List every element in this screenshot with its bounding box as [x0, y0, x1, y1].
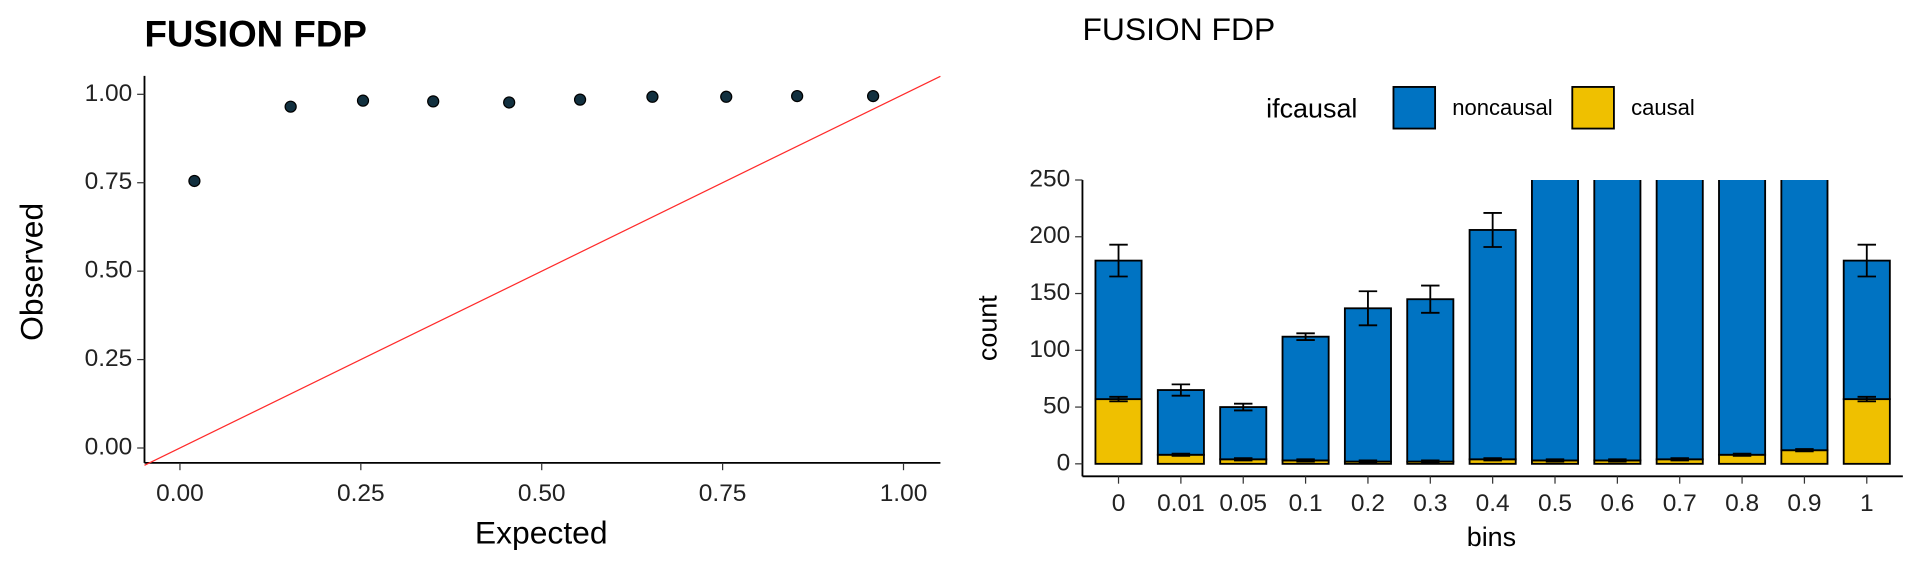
- error-bar: [1234, 402, 1253, 412]
- x-tick-label: 0.6: [1600, 490, 1634, 517]
- point: [791, 89, 804, 103]
- error-bar: [1171, 452, 1191, 457]
- x-tick-label: 0.3: [1413, 490, 1447, 517]
- chart-title: FUSION FDP: [1082, 11, 1275, 47]
- bar-segment: [1531, 180, 1579, 462]
- error-bar: [1109, 243, 1128, 278]
- bar-segment: [1281, 335, 1330, 462]
- error-bar: [1234, 457, 1253, 462]
- point: [573, 93, 587, 106]
- point: [720, 90, 733, 103]
- bar-segment: [1156, 389, 1205, 456]
- error-bar: [1608, 458, 1627, 463]
- bar-segment: [1780, 180, 1829, 452]
- error-bar: [1545, 458, 1565, 463]
- error-bar: [1421, 284, 1440, 314]
- error-bar: [1795, 448, 1814, 453]
- error-bar: [1857, 243, 1877, 278]
- bar-segment: [1343, 307, 1392, 463]
- y-axis-title: Observed: [14, 203, 50, 341]
- legend-title: ifcausal: [1266, 93, 1357, 123]
- error-bar: [1358, 290, 1378, 327]
- x-tick-label: 0.4: [1476, 490, 1510, 517]
- y-tick-label: 0.75: [85, 168, 133, 195]
- error-bar: [1670, 457, 1689, 462]
- bar-segment: [1468, 229, 1517, 461]
- x-tick-label: 1.00: [880, 480, 928, 507]
- bar-segment: [1842, 398, 1891, 465]
- y-tick-label: 0.25: [85, 345, 133, 372]
- x-tick-label: 0.05: [1219, 490, 1267, 517]
- bar-segment: [1406, 298, 1455, 463]
- error-bar: [1171, 383, 1191, 397]
- point: [284, 100, 297, 113]
- x-tick-label: 0.25: [337, 480, 385, 507]
- error-bar: [1732, 452, 1752, 457]
- x-tick-label: 0: [1112, 490, 1126, 517]
- error-bar: [1421, 459, 1440, 464]
- point: [646, 90, 659, 103]
- legend-key: [1392, 86, 1437, 130]
- y-tick-label: 0.50: [85, 257, 133, 284]
- x-tick-label: 0.2: [1351, 490, 1385, 517]
- legend-label: causal: [1631, 95, 1695, 120]
- bar-segment: [1219, 406, 1268, 461]
- x-tick-label: 0.50: [518, 480, 566, 507]
- bar-segment: [1718, 180, 1767, 456]
- error-bar: [1109, 395, 1128, 403]
- x-tick-label: 0.7: [1663, 490, 1697, 517]
- x-tick-label: 1: [1860, 490, 1874, 517]
- y-tick-label: 0: [1057, 449, 1071, 476]
- x-tick-label: 0.75: [699, 480, 747, 507]
- x-tick-label: 0.01: [1157, 490, 1205, 517]
- legend-label: noncausal: [1452, 95, 1552, 120]
- y-tick-label: 1.00: [85, 80, 133, 107]
- error-bar: [1483, 457, 1502, 462]
- chart-title: FUSION FDP: [144, 13, 366, 54]
- bar-segment: [1094, 259, 1143, 401]
- x-tick-label: 0.5: [1538, 490, 1572, 517]
- point: [188, 174, 201, 188]
- x-tick-label: 0.1: [1289, 490, 1323, 517]
- legend-key: [1571, 86, 1615, 130]
- point: [356, 94, 370, 107]
- plot-area: [1094, 47, 1891, 465]
- y-tick-label: 200: [1029, 222, 1070, 249]
- bar-segment: [1655, 180, 1704, 461]
- point: [866, 89, 880, 103]
- bar-segment: [1094, 398, 1143, 465]
- error-bar: [1296, 332, 1315, 342]
- error-bar: [1358, 459, 1378, 464]
- y-tick-label: 150: [1029, 279, 1070, 306]
- bar-segment: [1593, 180, 1642, 462]
- x-tick-label: 0.8: [1725, 490, 1759, 517]
- error-bar: [1795, 47, 1813, 81]
- x-axis-title: Expected: [475, 515, 608, 551]
- bar-segment: [1842, 259, 1891, 401]
- error-bar: [1483, 212, 1502, 248]
- x-tick-label: 0.9: [1787, 490, 1821, 517]
- x-axis-title: bins: [1467, 522, 1516, 552]
- error-bar: [1296, 458, 1315, 463]
- y-tick-label: 0.00: [85, 433, 133, 460]
- y-tick-label: 100: [1029, 336, 1070, 363]
- y-axis-title: count: [972, 295, 1002, 361]
- reference-line: [144, 75, 941, 466]
- y-tick-label: 50: [1043, 393, 1070, 420]
- x-tick-label: 0.00: [156, 480, 204, 507]
- error-bar: [1733, 63, 1751, 97]
- y-tick-label: 250: [1029, 165, 1070, 192]
- point: [503, 96, 516, 109]
- point: [427, 95, 440, 108]
- error-bar: [1857, 395, 1877, 403]
